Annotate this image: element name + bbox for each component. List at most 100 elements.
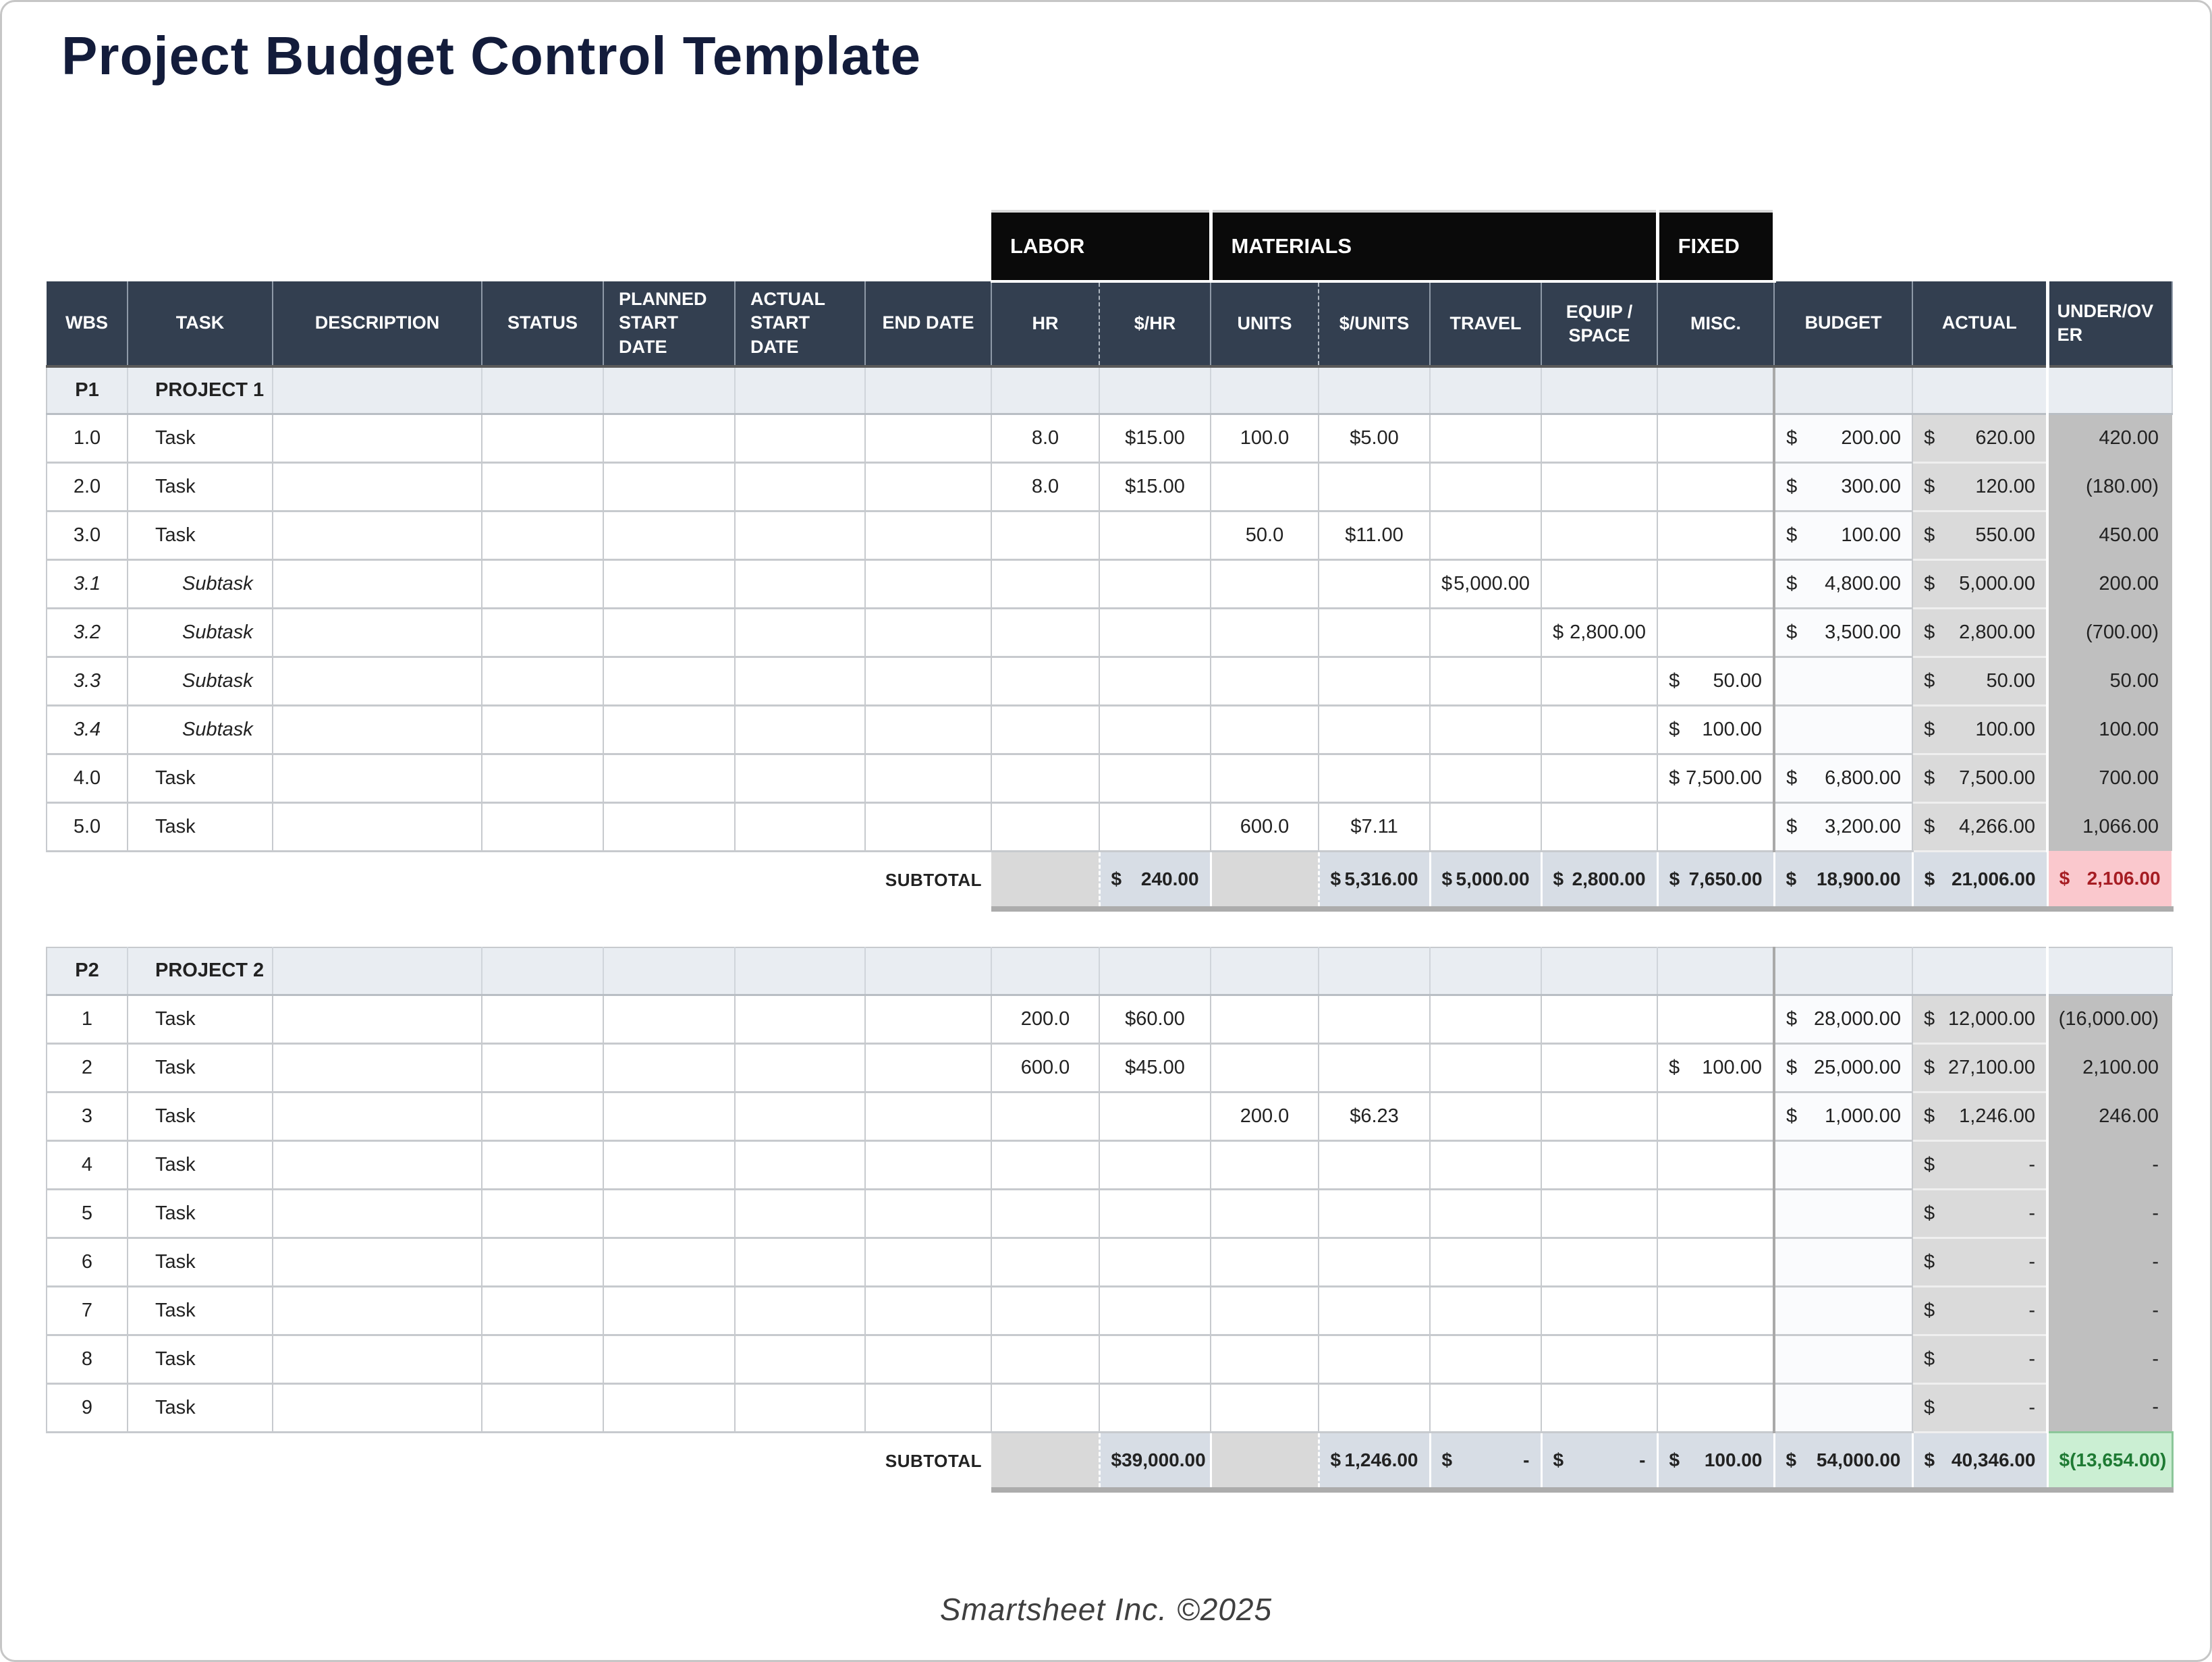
cell-units[interactable] [1210,704,1320,755]
cell-budget[interactable]: $3,200.00 [1773,802,1914,852]
cell-budget[interactable] [1773,1237,1913,1287]
cell-status[interactable] [481,1091,604,1142]
subtotal-cell-misc[interactable]: $7,650.00 [1657,851,1775,912]
cell-actual[interactable]: $ - [1912,1140,2048,1190]
cell-end[interactable] [864,994,992,1045]
cell-actual[interactable]: $ - [1912,1188,2048,1239]
subtotal-cell-equip[interactable]: $ - [1541,1432,1659,1493]
cell-pstart[interactable] [603,656,736,707]
cell-end[interactable] [864,510,993,561]
cell-wbs[interactable]: 3.2 [46,607,128,658]
cell-actual[interactable] [1912,366,2049,415]
cell-actual[interactable]: $620.00 [1912,413,2049,464]
cell-travel[interactable] [1429,1140,1542,1190]
cell-end[interactable] [864,1334,992,1385]
cell-status[interactable] [481,656,604,707]
cell-ucost[interactable]: $6.23 [1318,1091,1431,1142]
cell-end[interactable] [864,366,993,415]
cell-units[interactable]: 200.0 [1210,1091,1319,1142]
cell-end[interactable] [864,462,993,512]
cell-rate[interactable] [1099,366,1212,415]
cell-status[interactable] [481,947,604,996]
cell-end[interactable] [864,1091,992,1142]
cell-ucost[interactable]: $11.00 [1318,510,1431,561]
cell-varn[interactable]: 700.00 [2046,754,2173,802]
cell-task[interactable]: Subtask [127,559,273,609]
cell-rate[interactable]: $15.00 [1099,462,1212,512]
cell-travel[interactable] [1429,1383,1542,1433]
cell-budget[interactable]: $200.00 [1773,413,1914,464]
cell-equip[interactable] [1541,994,1658,1045]
cell-hr[interactable] [991,1091,1100,1142]
cell-rate[interactable] [1099,1285,1211,1336]
cell-pstart[interactable] [603,1237,736,1287]
cell-task[interactable]: Subtask [127,704,273,755]
cell-wbs[interactable]: 4.0 [46,753,128,804]
cell-travel[interactable] [1429,1237,1542,1287]
cell-ucost[interactable] [1318,656,1431,707]
cell-actual[interactable]: $27,100.00 [1912,1043,2048,1093]
cell-varn[interactable]: 2,100.00 [2046,1043,2172,1092]
cell-rate[interactable]: $15.00 [1099,413,1212,464]
cell-pstart[interactable] [603,559,736,609]
subtotal-cell-travel[interactable]: $5,000.00 [1430,851,1543,912]
cell-travel[interactable] [1429,656,1543,707]
cell-pstart[interactable] [603,704,736,755]
cell-travel[interactable] [1429,753,1543,804]
cell-varn[interactable]: - [2046,1238,2172,1286]
cell-hr[interactable] [991,1140,1100,1190]
cell-desc[interactable] [272,607,482,658]
cell-hr[interactable] [991,366,1101,415]
cell-desc[interactable] [272,704,482,755]
cell-status[interactable] [481,366,604,415]
cell-rate[interactable] [1099,510,1212,561]
cell-astart[interactable] [734,1043,866,1093]
subtotal-cell-variance[interactable]: $2,106.00 [2047,851,2174,912]
cell-rate[interactable] [1099,1188,1211,1239]
cell-units[interactable] [1210,607,1320,658]
cell-actual[interactable]: $7,500.00 [1912,753,2049,804]
subtotal-cell-rate[interactable]: $39,000.00 [1099,1432,1212,1493]
cell-astart[interactable] [734,1285,866,1336]
cell-pstart[interactable] [603,1334,736,1385]
cell-units[interactable] [1210,753,1320,804]
cell-hr[interactable] [991,656,1101,707]
cell-wbs[interactable]: 3.1 [46,559,128,609]
cell-rate[interactable] [1099,1237,1211,1287]
subtotal-cell-travel[interactable]: $ - [1430,1432,1543,1493]
cell-rate[interactable]: $60.00 [1099,994,1211,1045]
cell-units[interactable] [1210,1140,1319,1190]
cell-hr[interactable] [991,753,1101,804]
cell-task[interactable]: Task [127,1334,273,1385]
cell-task[interactable]: Task [127,1043,273,1093]
cell-budget[interactable] [1773,704,1914,755]
cell-misc[interactable] [1657,1383,1775,1433]
cell-ucost[interactable] [1318,1140,1431,1190]
subtotal-cell-actual[interactable]: $21,006.00 [1912,851,2049,912]
cell-travel[interactable] [1429,510,1543,561]
cell-equip[interactable] [1541,1140,1658,1190]
cell-ucost[interactable] [1318,1383,1431,1433]
cell-pstart[interactable] [603,462,736,512]
cell-astart[interactable] [734,366,866,415]
cell-equip[interactable] [1541,559,1659,609]
cell-units[interactable] [1210,559,1320,609]
cell-astart[interactable] [734,559,866,609]
cell-travel[interactable] [1429,1285,1542,1336]
cell-equip[interactable] [1541,1237,1658,1287]
cell-task[interactable]: Task [127,1091,273,1142]
cell-status[interactable] [481,462,604,512]
cell-varn[interactable]: - [2046,1286,2172,1335]
cell-varn[interactable]: 1,066.00 [2046,802,2173,851]
cell-task[interactable]: Task [127,994,273,1045]
cell-misc[interactable] [1657,1188,1775,1239]
cell-budget[interactable] [1773,1334,1913,1385]
cell-wbs[interactable]: 5.0 [46,802,128,852]
cell-task[interactable]: Task [127,1285,273,1336]
cell-varn[interactable]: (180.00) [2046,462,2173,511]
subtotal-cell-hr[interactable] [991,1432,1101,1493]
cell-budget[interactable] [1773,1383,1913,1433]
cell-status[interactable] [481,510,604,561]
cell-actual[interactable] [1912,947,2048,996]
cell-equip[interactable] [1541,462,1659,512]
